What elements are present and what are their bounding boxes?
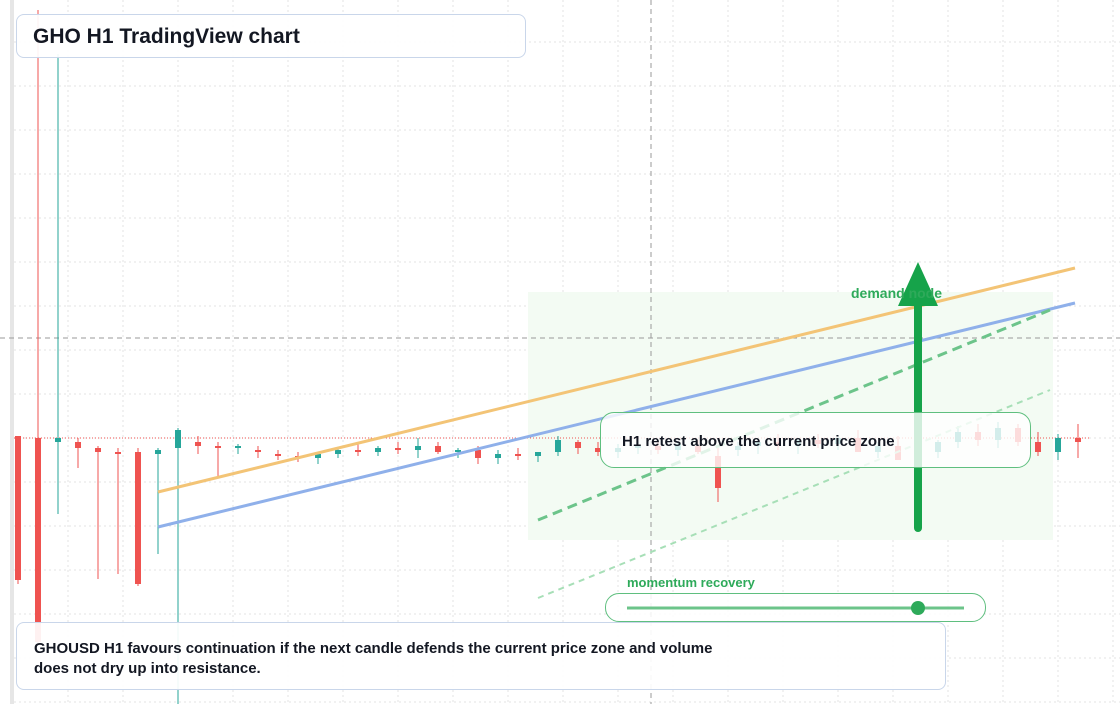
candle-body — [335, 450, 341, 454]
candle-body — [435, 446, 441, 452]
candle-body — [455, 450, 461, 452]
candle-body — [135, 452, 141, 584]
candle-body — [515, 454, 521, 456]
callout: H1 retest above the current price zone — [600, 412, 1031, 468]
candle-body — [1055, 438, 1061, 452]
candle-body — [1035, 442, 1041, 452]
candle-body — [75, 442, 81, 448]
candle-body — [235, 446, 241, 448]
candle-body — [415, 446, 421, 450]
candle-body — [375, 448, 381, 452]
candle-body — [95, 448, 101, 452]
candle-body — [115, 452, 121, 454]
caption: GHOUSD H1 favours continuation if the ne… — [34, 640, 713, 677]
callout-text: H1 retest above the current price zone — [622, 433, 895, 450]
candle-body — [255, 450, 261, 452]
candle-body — [195, 442, 201, 446]
title-box: GHO H1 TradingView chart — [16, 14, 526, 58]
candle-body — [475, 450, 481, 458]
channel-line — [537, 389, 1051, 599]
candle-body — [55, 438, 61, 442]
candle-body — [595, 448, 601, 452]
arrow-head — [898, 262, 938, 306]
slider-graphic — [627, 601, 964, 615]
title: GHO H1 TradingView chart — [33, 25, 300, 48]
momentum-label: momentum recovery — [627, 575, 755, 590]
candle-body — [495, 454, 501, 458]
candle-body — [315, 454, 321, 458]
candle-body — [155, 450, 161, 454]
candle-body — [1075, 438, 1081, 442]
candle-body — [575, 442, 581, 448]
candle-body — [175, 430, 181, 448]
candle-body — [275, 454, 281, 456]
caption-box: GHOUSD H1 favours continuation if the ne… — [16, 622, 946, 690]
zone-label: demand node — [851, 285, 943, 301]
candle-body — [35, 438, 41, 642]
candle-body — [715, 456, 721, 488]
candle-body — [215, 446, 221, 448]
candle-body — [15, 436, 21, 580]
candle-body — [535, 452, 541, 456]
candle-body — [395, 448, 401, 450]
candle-body — [555, 440, 561, 452]
slider-knob[interactable] — [911, 601, 925, 615]
candle-body — [355, 450, 361, 452]
momentum-slider[interactable] — [605, 593, 986, 622]
left-edge — [10, 0, 14, 704]
